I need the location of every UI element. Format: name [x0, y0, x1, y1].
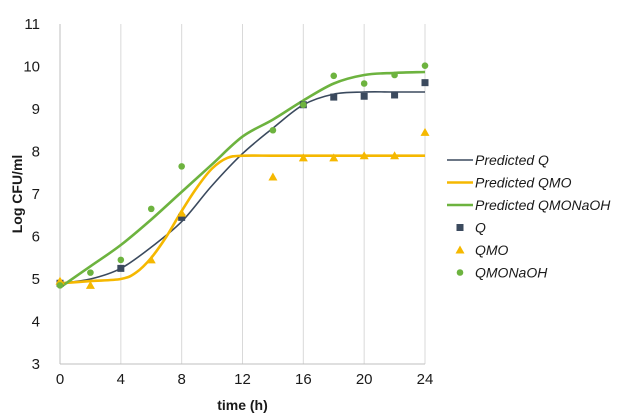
y-tick-label: 6 [32, 229, 40, 246]
chart-axes [59, 24, 425, 365]
point-q [330, 93, 338, 101]
x-tick-label: 20 [356, 371, 373, 388]
point-q [360, 92, 368, 100]
point-qmo [146, 255, 156, 264]
x-tick-label: 4 [117, 371, 125, 388]
point-qmonaoh [269, 126, 277, 134]
point-q [178, 213, 186, 221]
point-qmonaoh [360, 80, 368, 87]
legend-swatch-q [456, 224, 464, 231]
x-axis-title: time (h) [217, 397, 268, 413]
point-qmonaoh [421, 62, 429, 69]
legend-swatch-qmonaoh [456, 269, 464, 276]
line-predicted-qmonaoh [59, 70, 426, 289]
x-tick-label: 16 [295, 371, 312, 388]
point-qmo [359, 151, 369, 160]
y-tick-label: 10 [23, 59, 40, 76]
x-tick-label: 24 [417, 371, 434, 388]
point-qmonaoh [147, 205, 155, 213]
line-predicted-qmo [59, 154, 425, 285]
legend-label-predicted-qmo: Predicted QMO [475, 175, 572, 191]
point-qmonaoh [300, 101, 307, 109]
x-tick-label: 0 [56, 371, 64, 388]
point-q [391, 91, 399, 99]
legend-label-q: Q [475, 220, 486, 236]
y-tick-label: 9 [32, 101, 40, 118]
point-qmonaoh [391, 71, 398, 79]
chart-tick-labels: 0 4 8 12 16 20 24 3 4 5 6 7 8 9 10 11 [23, 16, 433, 388]
point-q [421, 79, 429, 87]
point-qmo [177, 208, 187, 217]
y-tick-label: 7 [32, 186, 40, 203]
point-qmo [85, 280, 95, 289]
legend-label-predicted-q: Predicted Q [475, 152, 549, 168]
y-tick-label: 11 [24, 16, 40, 33]
x-tick-label: 8 [177, 371, 185, 388]
point-qmo [298, 153, 308, 162]
point-qmonaoh [56, 282, 64, 289]
y-tick-label: 3 [32, 356, 40, 373]
chart-legend: Predicted Q Predicted QMO Predicted QMONaO… [447, 152, 611, 281]
y-axis-title: Log CFU/ml [9, 155, 25, 234]
point-qmo [390, 151, 400, 160]
y-tick-label: 5 [32, 271, 40, 288]
point-qmonaoh [117, 256, 125, 264]
point-qmo [268, 172, 278, 181]
legend-label-qmo: QMO [475, 242, 509, 258]
point-qmo [329, 153, 339, 162]
legend-label-predicted-qmonaoh: Predicted QMONaOH [475, 197, 611, 213]
x-tick-label: 12 [234, 371, 251, 388]
point-qmonaoh [330, 72, 338, 80]
point-qmonaoh [178, 163, 185, 170]
point-qmonaoh [87, 269, 94, 276]
point-qmo [420, 127, 430, 136]
y-tick-label: 8 [32, 144, 40, 161]
point-qmo [55, 276, 65, 285]
point-q [117, 264, 125, 272]
legend-swatch-qmo [455, 245, 465, 254]
chart-points [55, 62, 430, 289]
legend-label-qmonaoh: QMONaOH [475, 265, 548, 281]
y-tick-label: 4 [32, 314, 40, 331]
